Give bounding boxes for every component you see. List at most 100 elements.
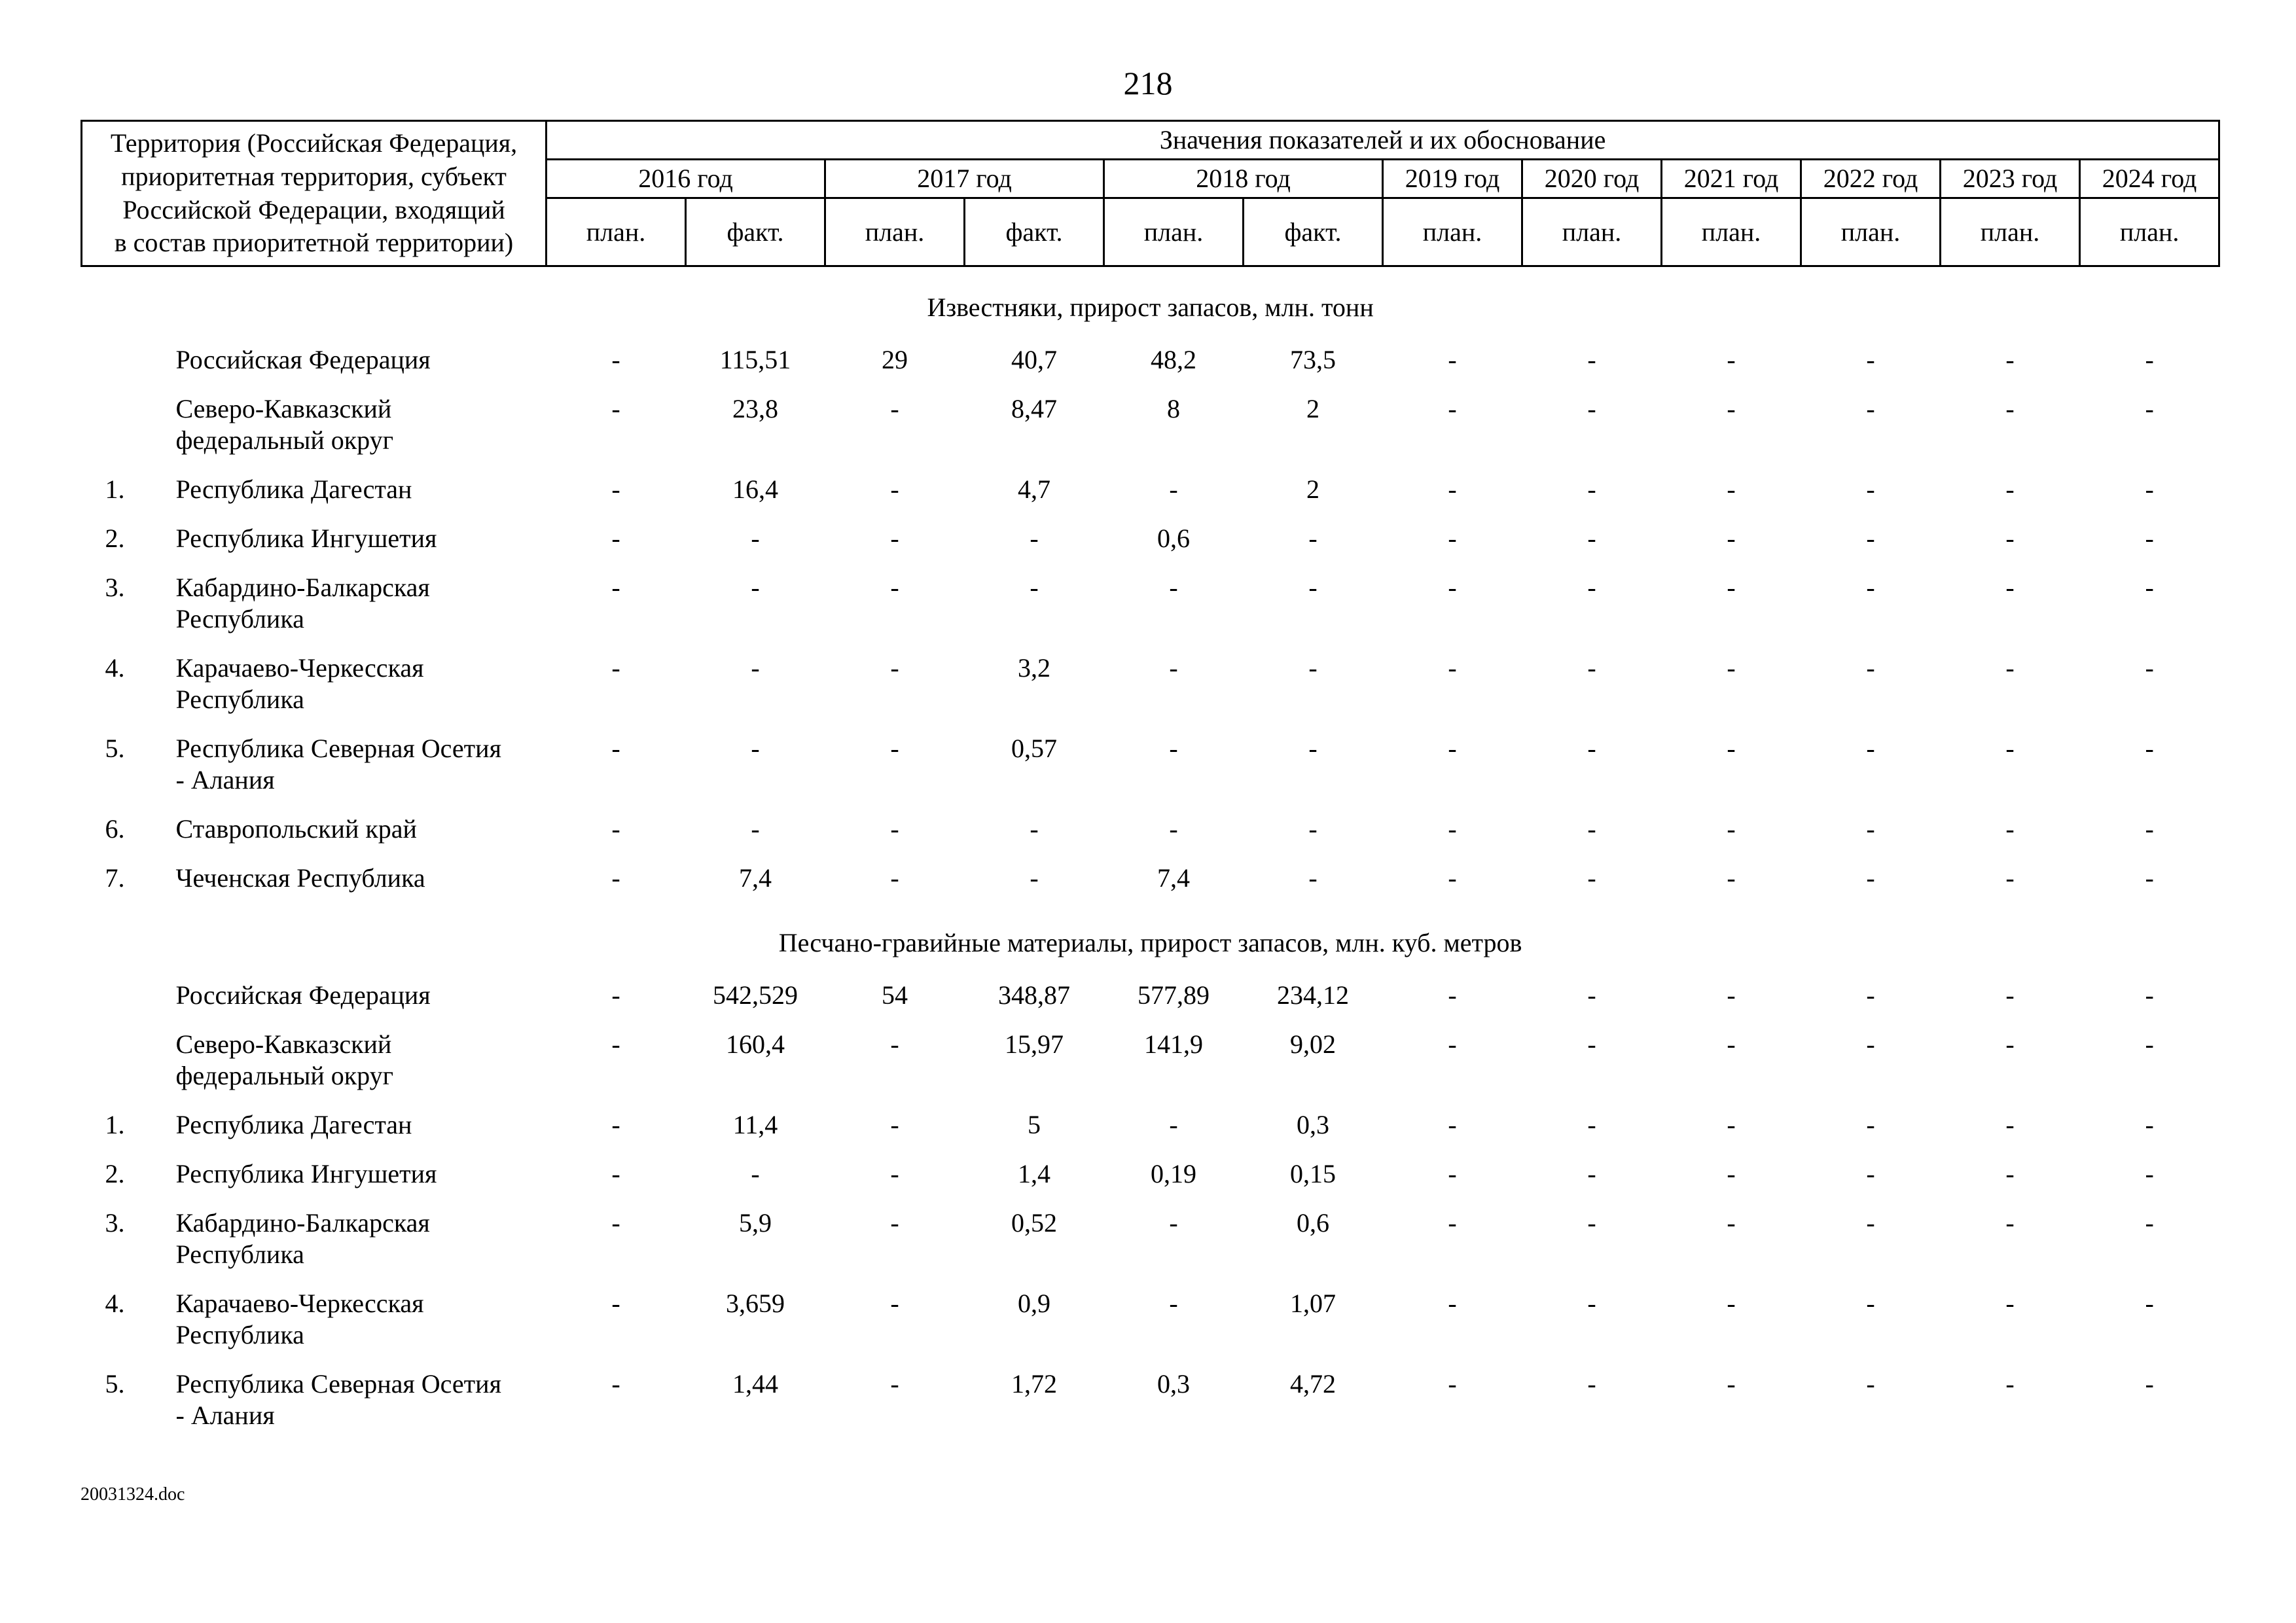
value-cell: - bbox=[1448, 814, 1457, 844]
value-cell: - bbox=[2145, 524, 2154, 554]
value-cell: - bbox=[1866, 734, 1875, 764]
sub-header-plan: план. bbox=[1660, 197, 1803, 268]
table-row: Российская Федерация - 542,529 54 348,87 577,… bbox=[82, 971, 2219, 1020]
row-number: 6. bbox=[105, 814, 125, 844]
value-cell: - bbox=[1587, 980, 1596, 1010]
value-cell: - bbox=[1308, 863, 1318, 893]
table-row: 3. Кабардино-Балкарская Республика - - - - - - -… bbox=[82, 563, 2219, 643]
value-cell: - bbox=[1587, 345, 1596, 375]
value-cell: - bbox=[1587, 1029, 1596, 1060]
territory-name: Северо-Кавказский федеральный округ bbox=[175, 394, 394, 455]
value-cell: - bbox=[1727, 394, 1736, 424]
value-cell: - bbox=[611, 345, 620, 375]
value-cell: - bbox=[751, 814, 760, 844]
value-cell: - bbox=[2145, 1289, 2154, 1319]
table-body: Известняки, прирост запасов, млн. тонн Ро… bbox=[82, 266, 2219, 1440]
value-cell: 7,4 bbox=[739, 863, 772, 893]
value-cell: - bbox=[611, 1369, 620, 1399]
value-cell: - bbox=[890, 1208, 899, 1238]
year-header-2021: 2021 год bbox=[1660, 158, 1803, 200]
territory-name: Республика Северная Осетия - Алания bbox=[175, 1369, 501, 1431]
value-cell: - bbox=[1448, 345, 1457, 375]
value-cell: - bbox=[1448, 1029, 1457, 1060]
value-cell: 54 bbox=[882, 980, 908, 1010]
section-title: Песчано-гравийные материалы, прирост зап… bbox=[778, 928, 1522, 958]
value-cell: 5 bbox=[1028, 1110, 1041, 1140]
footer-filename: 20031324.doc bbox=[81, 1484, 185, 1505]
value-cell: - bbox=[1448, 1208, 1457, 1238]
value-cell: 11,4 bbox=[732, 1110, 778, 1140]
value-cell: 0,6 bbox=[1297, 1208, 1330, 1238]
territory-column-header: Территория (Российская Федерация, приори… bbox=[80, 119, 548, 268]
value-cell: - bbox=[1169, 573, 1178, 603]
value-cell: - bbox=[1587, 1159, 1596, 1189]
value-cell: - bbox=[1587, 814, 1596, 844]
value-cell: - bbox=[1448, 980, 1457, 1010]
year-header-2018: 2018 год bbox=[1103, 158, 1384, 200]
value-cell: - bbox=[890, 524, 899, 554]
sub-header-plan: план. bbox=[1939, 197, 2081, 268]
year-header-2022: 2022 год bbox=[1800, 158, 1942, 200]
value-cell: 40,7 bbox=[1011, 345, 1058, 375]
values-header: Значения показателей и их обоснование bbox=[545, 119, 2221, 161]
value-cell: - bbox=[2005, 980, 2015, 1010]
value-cell: - bbox=[2145, 814, 2154, 844]
territory-name: Карачаево-Черкесская Республика bbox=[175, 1289, 424, 1350]
year-header-2020: 2020 год bbox=[1521, 158, 1663, 200]
territory-name: Кабардино-Балкарская Республика bbox=[175, 1208, 430, 1270]
value-cell: - bbox=[1587, 394, 1596, 424]
sub-header-plan: план. bbox=[1382, 197, 1524, 268]
value-cell: - bbox=[1169, 734, 1178, 764]
value-cell: 1,07 bbox=[1290, 1289, 1336, 1319]
value-cell: - bbox=[2005, 1369, 2015, 1399]
territory-name: Карачаево-Черкесская Республика bbox=[175, 653, 424, 715]
value-cell: - bbox=[1169, 814, 1178, 844]
value-cell: - bbox=[611, 980, 620, 1010]
territory-name: Республика Ингушетия bbox=[175, 524, 437, 554]
value-cell: - bbox=[611, 1289, 620, 1319]
value-cell: - bbox=[2145, 345, 2154, 375]
value-cell: - bbox=[2145, 1159, 2154, 1189]
value-cell: - bbox=[1169, 474, 1178, 505]
value-cell: - bbox=[611, 1110, 620, 1140]
value-cell: - bbox=[890, 734, 899, 764]
value-cell: - bbox=[2005, 863, 2015, 893]
value-cell: - bbox=[1169, 1208, 1178, 1238]
value-cell: - bbox=[1727, 1029, 1736, 1060]
value-cell: - bbox=[1308, 814, 1318, 844]
row-number bbox=[82, 335, 173, 384]
value-cell: - bbox=[1866, 524, 1875, 554]
value-cell: - bbox=[1448, 1159, 1457, 1189]
value-cell: 4,72 bbox=[1290, 1369, 1336, 1399]
value-cell: - bbox=[611, 1159, 620, 1189]
value-cell: 5,9 bbox=[739, 1208, 772, 1238]
value-cell: - bbox=[890, 1369, 899, 1399]
value-cell: - bbox=[1587, 863, 1596, 893]
value-cell: - bbox=[2145, 980, 2154, 1010]
table-row: Северо-Кавказский федеральный округ - 160,… bbox=[82, 1020, 2219, 1100]
value-cell: - bbox=[611, 1208, 620, 1238]
value-cell: - bbox=[2145, 394, 2154, 424]
value-cell: 0,15 bbox=[1290, 1159, 1336, 1189]
value-cell: - bbox=[611, 814, 620, 844]
value-cell: - bbox=[1866, 573, 1875, 603]
value-cell: - bbox=[2145, 653, 2154, 683]
table-header: Территория (Российская Федерация, приори… bbox=[80, 119, 2221, 268]
value-cell: - bbox=[1587, 474, 1596, 505]
value-cell: - bbox=[1587, 1110, 1596, 1140]
value-cell: 0,52 bbox=[1011, 1208, 1058, 1238]
value-cell: - bbox=[2005, 653, 2015, 683]
value-cell: 1,44 bbox=[732, 1369, 779, 1399]
value-cell: - bbox=[1030, 863, 1039, 893]
value-cell: - bbox=[1030, 814, 1039, 844]
value-cell: - bbox=[1587, 653, 1596, 683]
value-cell: 9,02 bbox=[1290, 1029, 1336, 1060]
value-cell: - bbox=[1727, 734, 1736, 764]
value-cell: - bbox=[2005, 1289, 2015, 1319]
value-cell: 2 bbox=[1306, 474, 1320, 505]
section-title-row: Известняки, прирост запасов, млн. тонн bbox=[82, 266, 2219, 336]
sub-header-plan: план. bbox=[1521, 197, 1663, 268]
value-cell: - bbox=[1727, 814, 1736, 844]
territory-name: Чеченская Республика bbox=[175, 863, 425, 893]
territory-name: Ставропольский край bbox=[175, 814, 417, 844]
